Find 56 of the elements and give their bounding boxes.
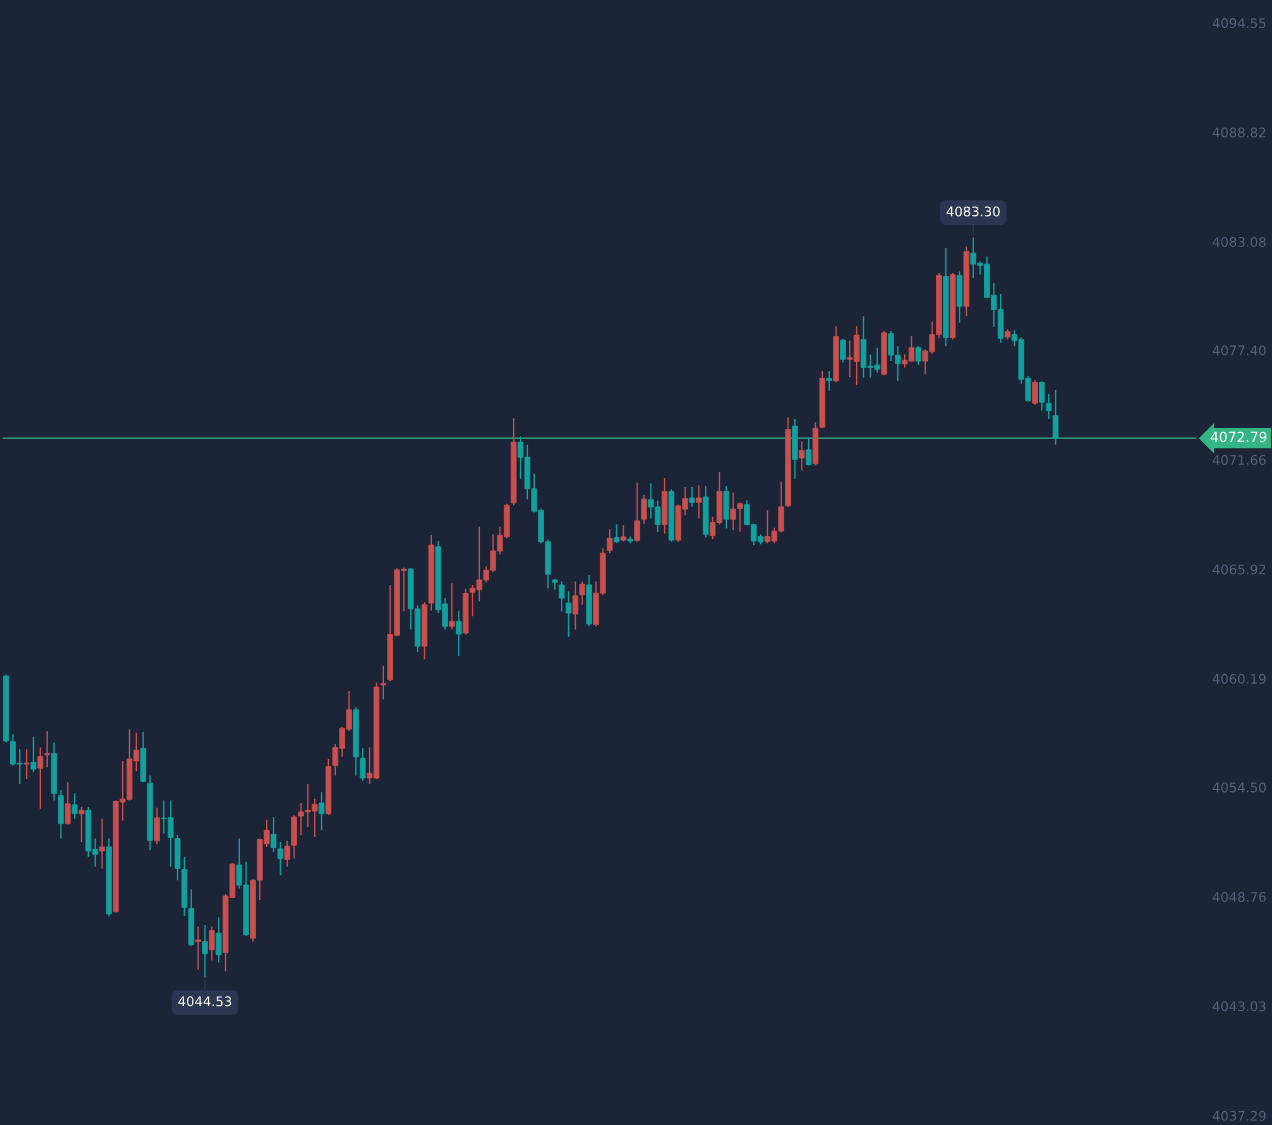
candlestick [215,916,222,964]
candlestick [78,806,85,843]
y-tick-label: 4037.29 [1212,1110,1266,1121]
candlestick [44,730,51,769]
candlestick [1052,389,1059,446]
candlestick [1045,393,1052,420]
candlestick [730,491,737,531]
candlestick [455,609,462,657]
candlestick [318,791,325,832]
candlestick [915,345,922,366]
candlestick [737,501,743,533]
candlestick [579,580,586,606]
y-tick-label: 4060.19 [1212,673,1266,684]
annotation: 4083.30 [946,206,1000,217]
candlestick [558,580,565,612]
candlestick [449,582,455,631]
candlestick [826,370,833,392]
candlestick [202,924,208,979]
y-tick-label: 4065.92 [1212,564,1266,575]
candlestick [572,580,579,631]
candlestick [30,736,37,774]
candlestick [551,578,558,591]
candlestick [613,523,620,544]
candlestick [641,493,647,525]
candlestick [154,807,160,845]
candlestick [208,925,215,962]
candlestick [23,748,30,780]
candlestick [606,528,613,554]
annotation: 4044.53 [178,996,232,1007]
candlestick [359,747,366,782]
candlestick [71,792,78,820]
candlestick [565,590,572,638]
y-tick-label: 4043.03 [1212,1001,1266,1012]
candlestick [805,436,812,467]
candlestick [689,486,695,508]
candlestick [37,746,44,810]
candlestick [1038,380,1045,412]
y-tick-label: 4071.66 [1212,454,1266,465]
candlestick [695,484,702,520]
y-tick-label: 4054.50 [1212,782,1266,793]
candlestick [277,841,284,876]
candlestick [798,440,805,472]
y-tick-label: 4088.82 [1212,127,1266,138]
y-tick-label: 4077.40 [1212,345,1266,356]
candlestick [380,665,387,701]
y-tick-label: 4048.76 [1212,891,1266,902]
candlestick [634,481,641,543]
ref-line-label: 4072.79 [1210,431,1267,443]
y-tick-label: 4094.55 [1212,18,1266,29]
candlestick [64,781,71,826]
candlestick [195,925,201,971]
candlestick [1032,379,1038,406]
candlestick [99,818,105,870]
candlestick [284,840,291,868]
y-tick-label: 4083.08 [1212,237,1266,247]
candlestick [270,816,277,853]
